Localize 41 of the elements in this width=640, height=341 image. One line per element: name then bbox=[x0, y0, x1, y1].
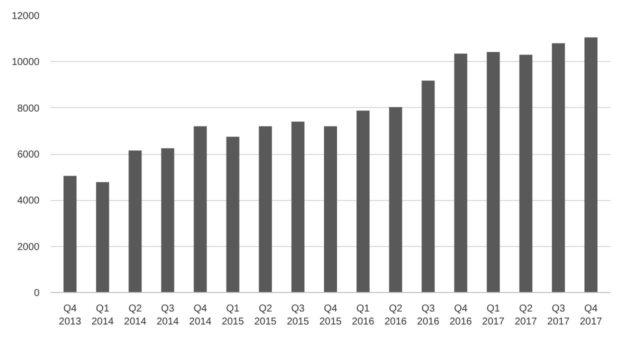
bar bbox=[584, 37, 598, 292]
bar bbox=[258, 126, 272, 292]
bar bbox=[291, 122, 304, 292]
bar bbox=[552, 43, 565, 292]
x-tick-label: Q4 2015 bbox=[319, 304, 342, 328]
y-tick-label: 12000 bbox=[12, 11, 40, 22]
x-tick-label: Q4 2017 bbox=[580, 304, 603, 328]
x-tick-label: Q2 2014 bbox=[124, 304, 147, 328]
x-tick-label: Q3 2017 bbox=[547, 304, 570, 328]
bar bbox=[519, 54, 532, 292]
bar bbox=[194, 126, 207, 292]
x-tick-label: Q3 2014 bbox=[156, 304, 180, 328]
x-tick-label: Q2 2017 bbox=[514, 304, 538, 328]
bar bbox=[356, 110, 370, 292]
bar bbox=[422, 80, 435, 292]
bar bbox=[128, 150, 142, 292]
bar bbox=[161, 148, 174, 292]
bar bbox=[96, 182, 110, 292]
x-tick-label: Q1 2015 bbox=[222, 304, 244, 328]
y-tick-label: 0 bbox=[34, 288, 40, 299]
y-tick-label: 6000 bbox=[17, 150, 40, 160]
bar bbox=[226, 136, 240, 292]
y-tick-label: 2000 bbox=[17, 242, 40, 253]
x-tick-label: Q4 2016 bbox=[450, 304, 472, 328]
bar bbox=[454, 54, 468, 292]
bar bbox=[486, 52, 500, 292]
x-tick-label: Q2 2015 bbox=[254, 304, 277, 328]
x-tick-label: Q3 2016 bbox=[417, 304, 440, 328]
x-tick-label: Q4 2014 bbox=[189, 304, 212, 328]
bar bbox=[64, 176, 77, 292]
x-tick-label: Q4 2013 bbox=[58, 304, 82, 328]
x-tick-label: Q1 2016 bbox=[352, 304, 375, 328]
x-tick-label: Q1 2014 bbox=[91, 304, 114, 328]
bar bbox=[324, 126, 338, 292]
y-tick-label: 10000 bbox=[12, 57, 40, 68]
y-tick-label: 4000 bbox=[17, 196, 40, 207]
y-tick-label: 8000 bbox=[17, 103, 40, 114]
x-tick-label: Q3 2015 bbox=[286, 304, 310, 328]
x-tick-label: Q2 2016 bbox=[384, 304, 408, 328]
bar bbox=[389, 107, 402, 292]
x-tick-label: Q1 2017 bbox=[482, 304, 505, 328]
